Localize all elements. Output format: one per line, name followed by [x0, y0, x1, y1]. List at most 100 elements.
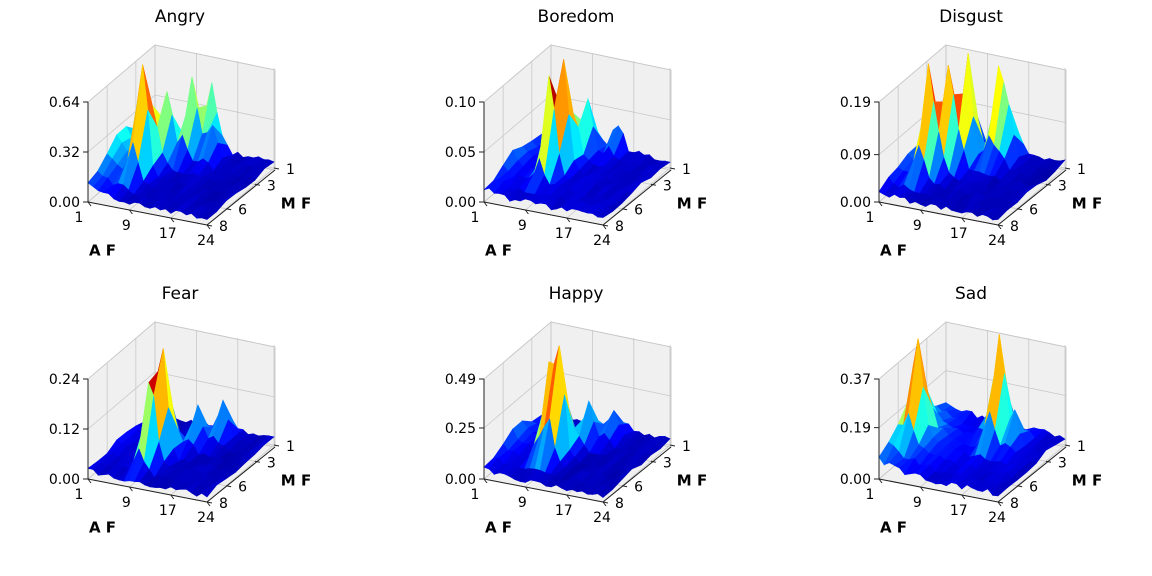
y-tick-label: 8: [615, 219, 624, 235]
y-tick: [669, 167, 676, 170]
y-tick-label: 8: [219, 219, 228, 235]
x-tick-label: 17: [159, 226, 177, 242]
surface-cell: [597, 486, 614, 498]
surface: [87, 64, 275, 220]
y-tick-label: 3: [663, 455, 672, 471]
x-tick-label: 17: [555, 503, 573, 519]
x-tick: [997, 501, 1002, 507]
z-tick-label: 0.19: [840, 95, 871, 111]
y-axis-label: M F: [677, 472, 707, 490]
x-tick: [524, 209, 529, 215]
x-tick-label: 24: [593, 233, 611, 249]
x-tick: [878, 201, 883, 207]
surface: [87, 348, 275, 498]
x-axis-line: [878, 201, 999, 226]
y-tick-label: 8: [615, 496, 624, 512]
y-tick: [997, 224, 1004, 227]
x-tick: [128, 486, 133, 492]
y-tick-label: 1: [286, 439, 295, 455]
y-axis-label: M F: [677, 195, 707, 213]
x-axis-line: [483, 201, 604, 226]
x-tick: [170, 494, 175, 500]
y-tick: [206, 224, 213, 227]
x-tick-label: 9: [518, 218, 527, 234]
y-axis-label: M F: [281, 472, 311, 490]
y-tick: [602, 224, 609, 227]
y-tick: [1064, 167, 1071, 170]
x-tick-label: 24: [988, 233, 1006, 249]
x-tick-label: 9: [122, 218, 131, 234]
x-tick-label: 1: [75, 487, 84, 503]
x-tick-label: 24: [197, 233, 215, 249]
y-tick: [997, 501, 1004, 504]
y-axis-label: M F: [1072, 472, 1102, 490]
z-tick-label: 0.05: [445, 145, 476, 161]
x-tick-label: 24: [988, 510, 1006, 526]
y-tick-label: 3: [663, 178, 672, 194]
y-tick: [1045, 183, 1051, 186]
subplot-title: Happy: [549, 284, 604, 304]
surface: [878, 53, 1066, 221]
x-tick: [483, 478, 488, 484]
x-tick-label: 1: [866, 487, 875, 503]
subplot-title: Sad: [955, 284, 987, 304]
surface: [483, 345, 671, 498]
subplot-title: Boredom: [538, 7, 615, 27]
y-tick: [650, 460, 656, 463]
y-tick-label: 6: [634, 480, 643, 496]
y-tick-label: 3: [267, 178, 276, 194]
surface-cell: [991, 209, 1009, 221]
x-tick: [919, 486, 924, 492]
z-tick-label: 0.49: [445, 372, 476, 388]
y-tick-label: 6: [238, 203, 247, 219]
x-tick: [566, 217, 571, 223]
y-tick-label: 1: [1077, 439, 1086, 455]
x-tick-label: 9: [122, 495, 131, 511]
x-tick-label: 24: [197, 510, 215, 526]
x-tick: [602, 224, 607, 230]
x-tick-label: 1: [471, 210, 480, 226]
subplot-title: Angry: [155, 7, 205, 27]
x-tick: [602, 501, 607, 507]
y-tick-label: 1: [682, 439, 691, 455]
y-tick-label: 6: [1029, 480, 1038, 496]
y-tick: [622, 485, 628, 488]
x-axis-line: [878, 478, 999, 503]
x-tick-label: 17: [950, 503, 968, 519]
surface-cell: [992, 483, 1009, 497]
x-tick-label: 1: [866, 210, 875, 226]
y-tick: [1064, 444, 1071, 447]
y-tick-label: 3: [267, 455, 276, 471]
y-tick-label: 8: [1010, 219, 1019, 235]
z-tick-label: 0.10: [445, 95, 476, 111]
z-tick-label: 0.00: [445, 195, 476, 211]
x-tick: [206, 501, 211, 507]
y-tick-label: 6: [238, 480, 247, 496]
y-tick: [669, 444, 676, 447]
subplot-title: Disgust: [939, 7, 1003, 27]
y-tick-label: 1: [682, 162, 691, 178]
x-axis-label: A F: [880, 519, 907, 537]
y-tick: [273, 444, 280, 447]
subplot-title: Fear: [162, 284, 199, 304]
y-tick: [1045, 460, 1051, 463]
z-tick-label: 0.00: [49, 195, 80, 211]
surface: [878, 334, 1066, 497]
x-tick-label: 1: [471, 487, 480, 503]
x-tick-label: 9: [913, 495, 922, 511]
x-tick: [87, 478, 92, 484]
y-tick: [226, 485, 232, 488]
x-axis-line: [87, 478, 208, 503]
y-tick: [273, 167, 280, 170]
x-tick-label: 24: [593, 510, 611, 526]
x-axis-label: A F: [485, 242, 512, 260]
x-tick: [483, 201, 488, 207]
